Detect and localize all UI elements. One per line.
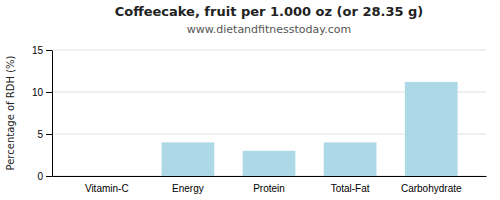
y-tick: 0 bbox=[37, 171, 52, 182]
y-axis: 0 5 10 15 bbox=[32, 45, 53, 182]
subtitle: www.dietandfitnesstoday.com bbox=[187, 23, 351, 36]
y-tick-mark bbox=[46, 50, 52, 51]
x-axis-line bbox=[53, 176, 487, 177]
x-tick: Vitamin-C bbox=[85, 183, 129, 194]
x-tick-label: Energy bbox=[172, 183, 204, 194]
y-axis-title: Percentage of RDH (%) bbox=[5, 55, 16, 170]
bars bbox=[162, 82, 458, 176]
bar bbox=[243, 151, 296, 176]
x-axis: Vitamin-C Energy Protein Total-Fat Carbohydr… bbox=[53, 177, 487, 195]
bar bbox=[324, 142, 377, 176]
y-tick: 10 bbox=[32, 87, 52, 98]
y-tick-mark bbox=[46, 176, 52, 177]
x-tick: Energy bbox=[172, 183, 204, 194]
plot: Vitamin-C Energy Protein Total-Fat Carbohydr… bbox=[32, 45, 487, 194]
x-tick-label: Vitamin-C bbox=[85, 183, 129, 194]
y-tick-label: 0 bbox=[37, 171, 43, 182]
x-tick-label: Total-Fat bbox=[331, 183, 370, 194]
y-tick-mark bbox=[46, 134, 52, 135]
x-tick: Total-Fat bbox=[331, 183, 370, 194]
bar bbox=[405, 82, 458, 176]
y-tick-label: 15 bbox=[32, 45, 44, 56]
y-axis-line bbox=[52, 51, 53, 177]
y-tick: 15 bbox=[32, 45, 52, 56]
x-tick-label: Protein bbox=[253, 183, 285, 194]
x-tick-label: Carbohydrate bbox=[401, 183, 462, 194]
y-tick-mark bbox=[46, 92, 52, 93]
x-tick: Protein bbox=[253, 183, 285, 194]
title: Coffeecake, fruit per 1.000 oz (or 28.35… bbox=[115, 4, 424, 19]
bar bbox=[80, 176, 133, 177]
bar bbox=[162, 142, 215, 176]
grid-line bbox=[52, 50, 486, 51]
y-tick-label: 5 bbox=[37, 129, 43, 140]
chart: Coffeecake, fruit per 1.000 oz (or 28.35… bbox=[0, 0, 500, 200]
grid bbox=[52, 50, 486, 176]
x-tick: Carbohydrate bbox=[401, 183, 462, 194]
y-tick-label: 10 bbox=[32, 87, 44, 98]
y-tick: 5 bbox=[37, 129, 52, 140]
